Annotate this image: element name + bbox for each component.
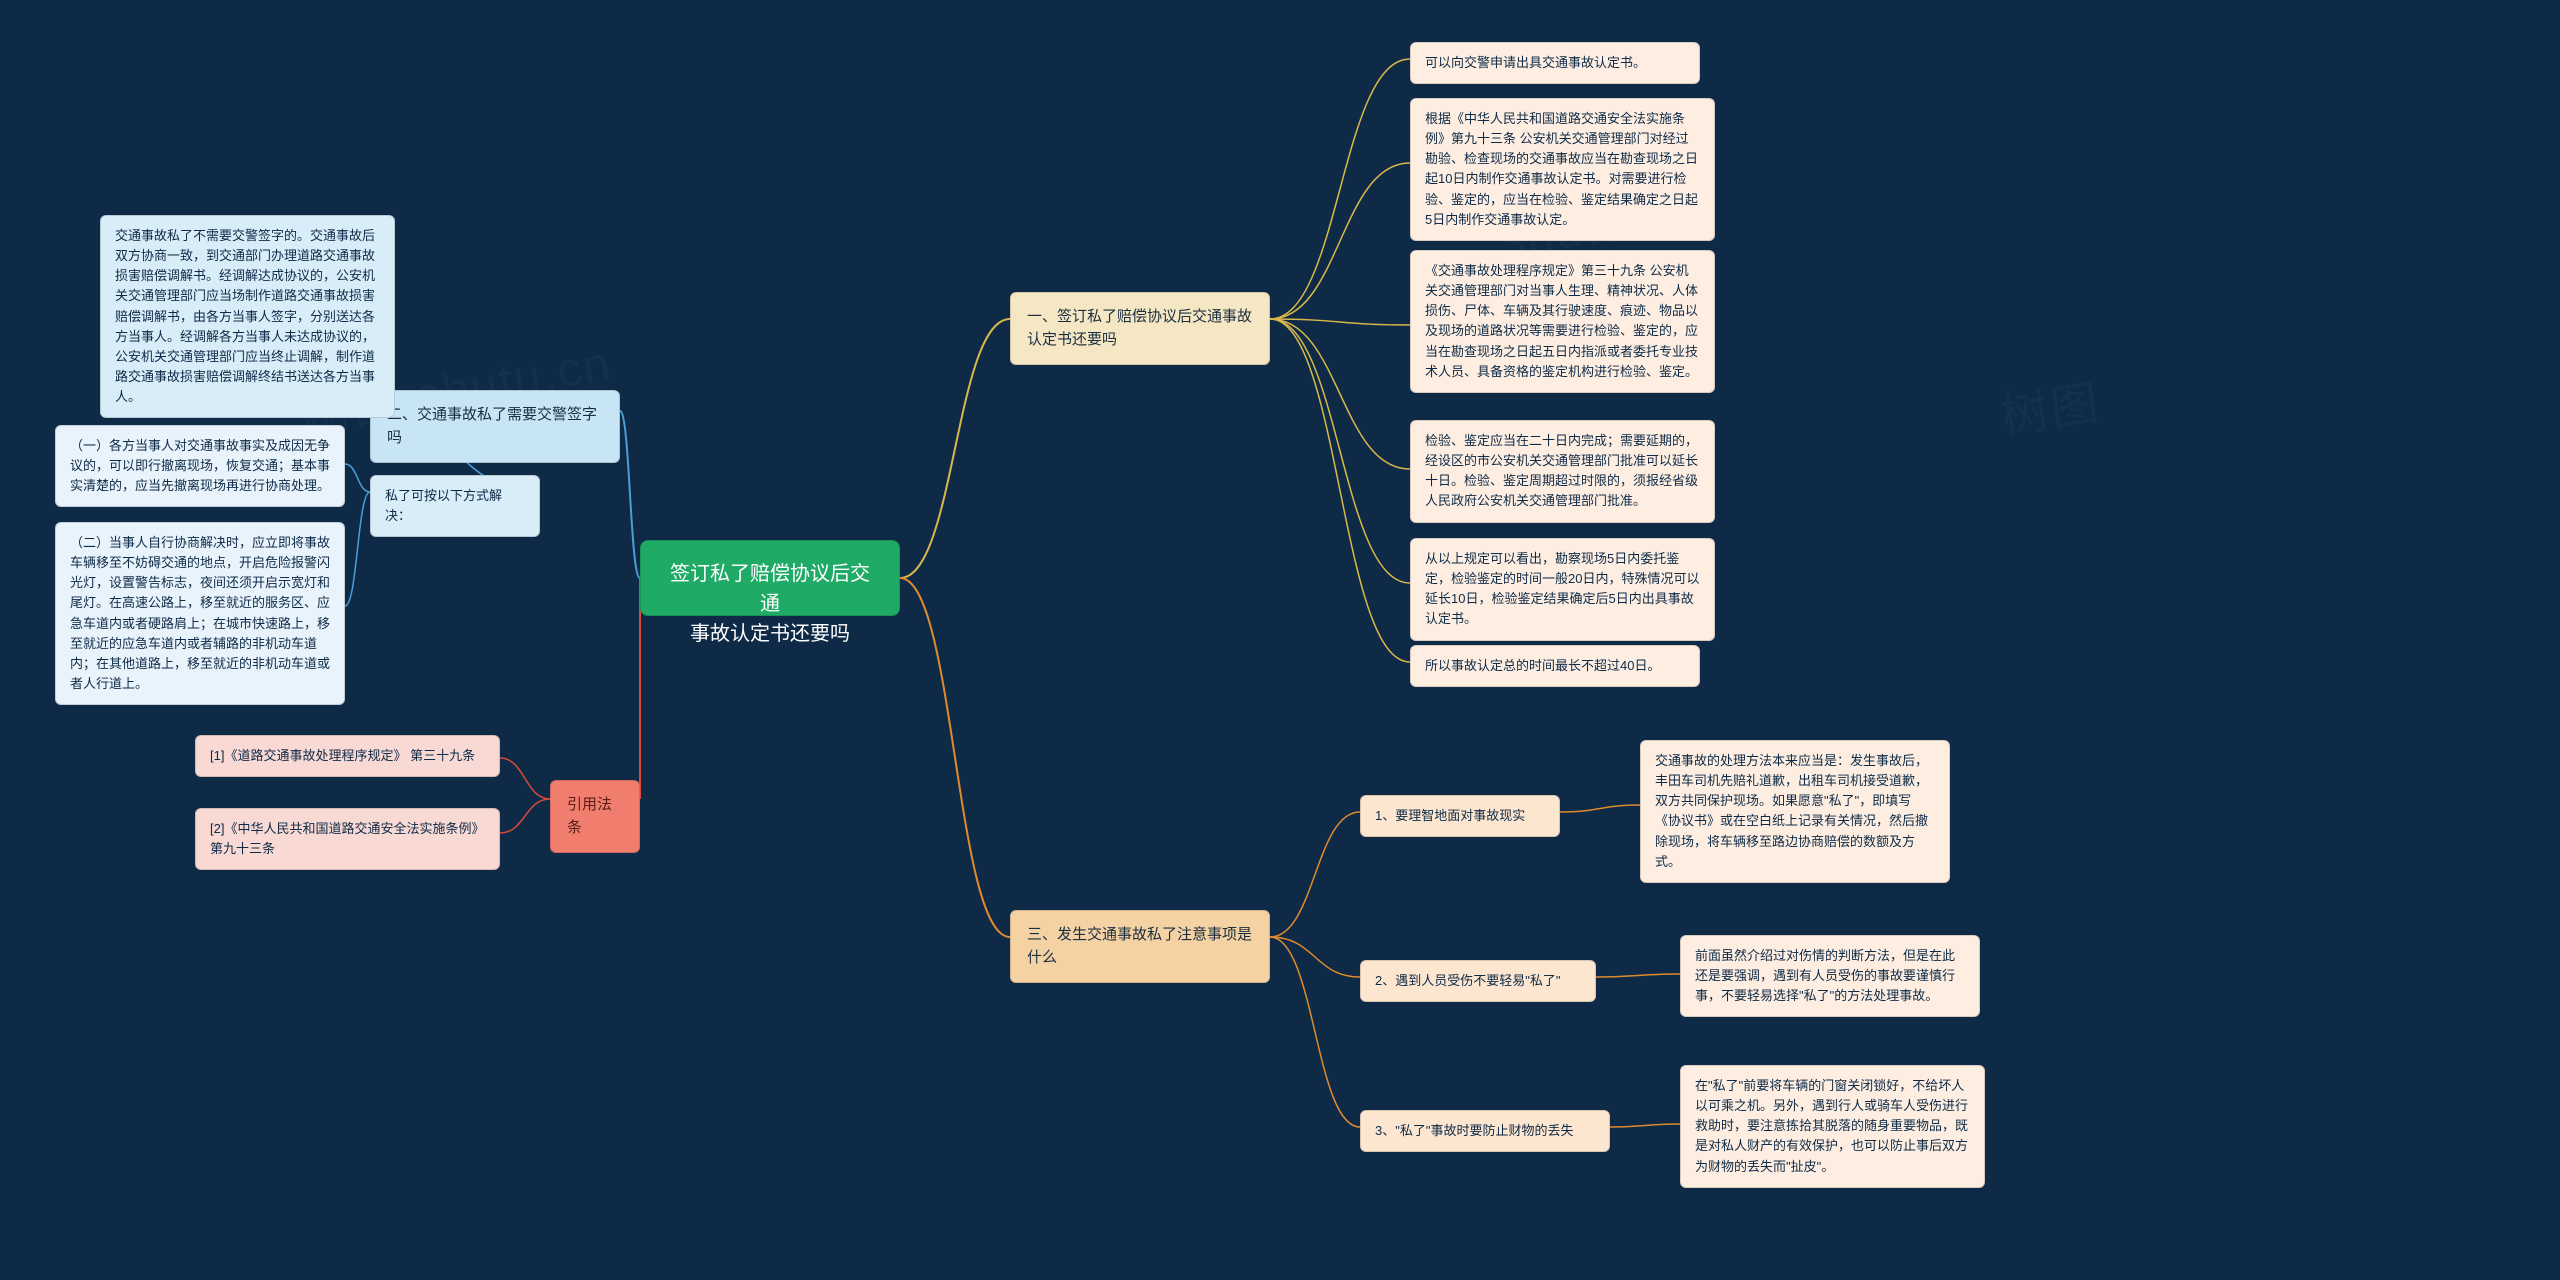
leaf-node[interactable]: 可以向交警申请出具交通事故认定书。 [1410, 42, 1700, 84]
subleaf-node[interactable]: （二）当事人自行协商解决时，应立即将事故车辆移至不妨碍交通的地点，开启危险报警闪… [55, 522, 345, 705]
mindmap-canvas: 树图 shutu.cn树图shutu.cn 签订私了赔偿协议后交通事故认定书还要… [0, 0, 2560, 1280]
leaf-node[interactable]: 检验、鉴定应当在二十日内完成；需要延期的，经设区的市公安机关交通管理部门批准可以… [1410, 420, 1715, 523]
subleaf-node[interactable]: 在"私了"前要将车辆的门窗关闭锁好，不给坏人以可乘之机。另外，遇到行人或骑车人受… [1680, 1065, 1985, 1188]
leaf-node[interactable]: [1]《道路交通事故处理程序规定》 第三十九条 [195, 735, 500, 777]
leaf-node[interactable]: 私了可按以下方式解决： [370, 475, 540, 537]
branch-node[interactable]: 三、发生交通事故私了注意事项是什么 [1010, 910, 1270, 983]
leaf-node[interactable]: 交通事故私了不需要交警签字的。交通事故后双方协商一致，到交通部门办理道路交通事故… [100, 215, 395, 418]
branch-node[interactable]: 一、签订私了赔偿协议后交通事故认定书还要吗 [1010, 292, 1270, 365]
branch-node[interactable]: 二、交通事故私了需要交警签字吗 [370, 390, 620, 463]
leaf-node[interactable]: 3、"私了"事故时要防止财物的丢失 [1360, 1110, 1610, 1152]
branch-node[interactable]: 引用法条 [550, 780, 640, 853]
leaf-node[interactable]: 从以上规定可以看出，勘察现场5日内委托鉴定，检验鉴定的时间一般20日内，特殊情况… [1410, 538, 1715, 641]
leaf-node[interactable]: 根据《中华人民共和国道路交通安全法实施条例》第九十三条 公安机关交通管理部门对经… [1410, 98, 1715, 241]
center-node[interactable]: 签订私了赔偿协议后交通事故认定书还要吗 [640, 540, 900, 616]
leaf-node[interactable]: 《交通事故处理程序规定》第三十九条 公安机关交通管理部门对当事人生理、精神状况、… [1410, 250, 1715, 393]
leaf-node[interactable]: [2]《中华人民共和国道路交通安全法实施条例》 第九十三条 [195, 808, 500, 870]
connector-layer [0, 0, 2560, 1280]
subleaf-node[interactable]: （一）各方当事人对交通事故事实及成因无争议的，可以即行撤离现场，恢复交通；基本事… [55, 425, 345, 507]
leaf-node[interactable]: 1、要理智地面对事故现实 [1360, 795, 1560, 837]
subleaf-node[interactable]: 前面虽然介绍过对伤情的判断方法，但是在此还是要强调，遇到有人员受伤的事故要谨慎行… [1680, 935, 1980, 1017]
leaf-node[interactable]: 2、遇到人员受伤不要轻易"私了" [1360, 960, 1596, 1002]
leaf-node[interactable]: 所以事故认定总的时间最长不超过40日。 [1410, 645, 1700, 687]
subleaf-node[interactable]: 交通事故的处理方法本来应当是：发生事故后，丰田车司机先赔礼道歉，出租车司机接受道… [1640, 740, 1950, 883]
